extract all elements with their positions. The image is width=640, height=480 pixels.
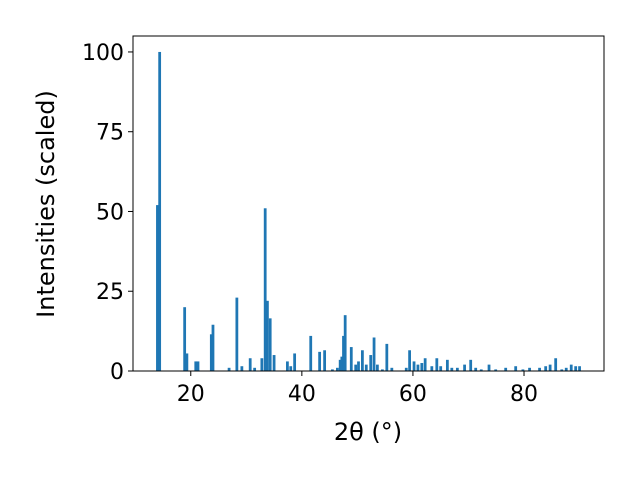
bar bbox=[578, 366, 581, 371]
bar bbox=[560, 369, 564, 371]
bar bbox=[369, 355, 373, 371]
bar bbox=[390, 367, 394, 371]
bar bbox=[349, 347, 353, 371]
bar bbox=[331, 369, 334, 371]
bar bbox=[385, 343, 389, 371]
bar bbox=[357, 361, 360, 371]
bar bbox=[361, 350, 364, 371]
bar bbox=[574, 366, 578, 371]
plot-frame bbox=[132, 35, 605, 372]
bar bbox=[564, 367, 568, 371]
bar bbox=[569, 364, 573, 371]
bar bbox=[423, 358, 427, 371]
x-tick-label: 40 bbox=[288, 382, 316, 407]
bar bbox=[364, 364, 368, 371]
bar bbox=[263, 208, 267, 371]
bar bbox=[474, 367, 478, 371]
bar bbox=[455, 367, 459, 371]
bar bbox=[240, 366, 244, 371]
bar bbox=[544, 366, 548, 371]
bar bbox=[342, 335, 345, 371]
bar bbox=[194, 361, 198, 371]
bar bbox=[487, 364, 491, 371]
bar bbox=[318, 351, 322, 371]
y-tick-label: 25 bbox=[96, 280, 124, 305]
bar bbox=[528, 367, 531, 371]
bar bbox=[408, 350, 411, 371]
bar bbox=[209, 334, 213, 371]
bar bbox=[323, 350, 327, 371]
bar bbox=[272, 355, 276, 371]
bar bbox=[554, 358, 558, 371]
bar bbox=[416, 364, 420, 371]
bar bbox=[235, 297, 239, 371]
bar bbox=[196, 361, 200, 371]
bar bbox=[253, 367, 257, 371]
bar bbox=[380, 369, 384, 371]
bar bbox=[289, 366, 293, 371]
bar bbox=[286, 361, 289, 371]
x-tick-label: 20 bbox=[177, 382, 205, 407]
bar bbox=[463, 364, 466, 371]
bar bbox=[156, 205, 159, 371]
bar bbox=[450, 367, 454, 371]
bar bbox=[185, 353, 189, 371]
bar bbox=[469, 359, 473, 371]
bar bbox=[420, 363, 424, 371]
bar bbox=[227, 367, 231, 371]
bar bbox=[343, 315, 347, 371]
bar bbox=[548, 364, 552, 371]
bar bbox=[375, 364, 379, 371]
bar bbox=[412, 361, 416, 371]
bar bbox=[268, 318, 272, 371]
bar bbox=[404, 367, 408, 371]
bar bbox=[504, 367, 508, 371]
bar bbox=[538, 367, 541, 371]
bar bbox=[309, 335, 313, 371]
bar bbox=[479, 369, 483, 371]
y-tick-label: 0 bbox=[110, 360, 124, 385]
bar bbox=[372, 337, 376, 371]
x-tick-label: 60 bbox=[399, 382, 427, 407]
bar bbox=[514, 366, 518, 371]
y-tick-label: 50 bbox=[96, 200, 124, 225]
bar bbox=[445, 359, 449, 371]
bar bbox=[435, 358, 439, 371]
bar bbox=[211, 324, 215, 371]
y-tick-label: 100 bbox=[82, 41, 124, 66]
bar bbox=[340, 356, 344, 371]
x-tick-label: 80 bbox=[510, 382, 538, 407]
bar bbox=[354, 364, 358, 371]
bar bbox=[336, 367, 339, 371]
bar bbox=[293, 353, 297, 371]
bar bbox=[338, 359, 342, 371]
bar bbox=[494, 369, 498, 371]
y-axis-label: Intensities (scaled) bbox=[32, 90, 60, 318]
bar bbox=[260, 358, 264, 371]
bar bbox=[158, 51, 162, 371]
x-axis-label: 2θ (°) bbox=[334, 418, 402, 446]
bar bbox=[439, 366, 443, 371]
bar bbox=[266, 300, 269, 371]
y-tick-label: 75 bbox=[96, 121, 124, 146]
bar bbox=[430, 366, 434, 371]
bar bbox=[183, 307, 187, 371]
bar bbox=[248, 358, 252, 371]
bar bbox=[521, 369, 525, 371]
